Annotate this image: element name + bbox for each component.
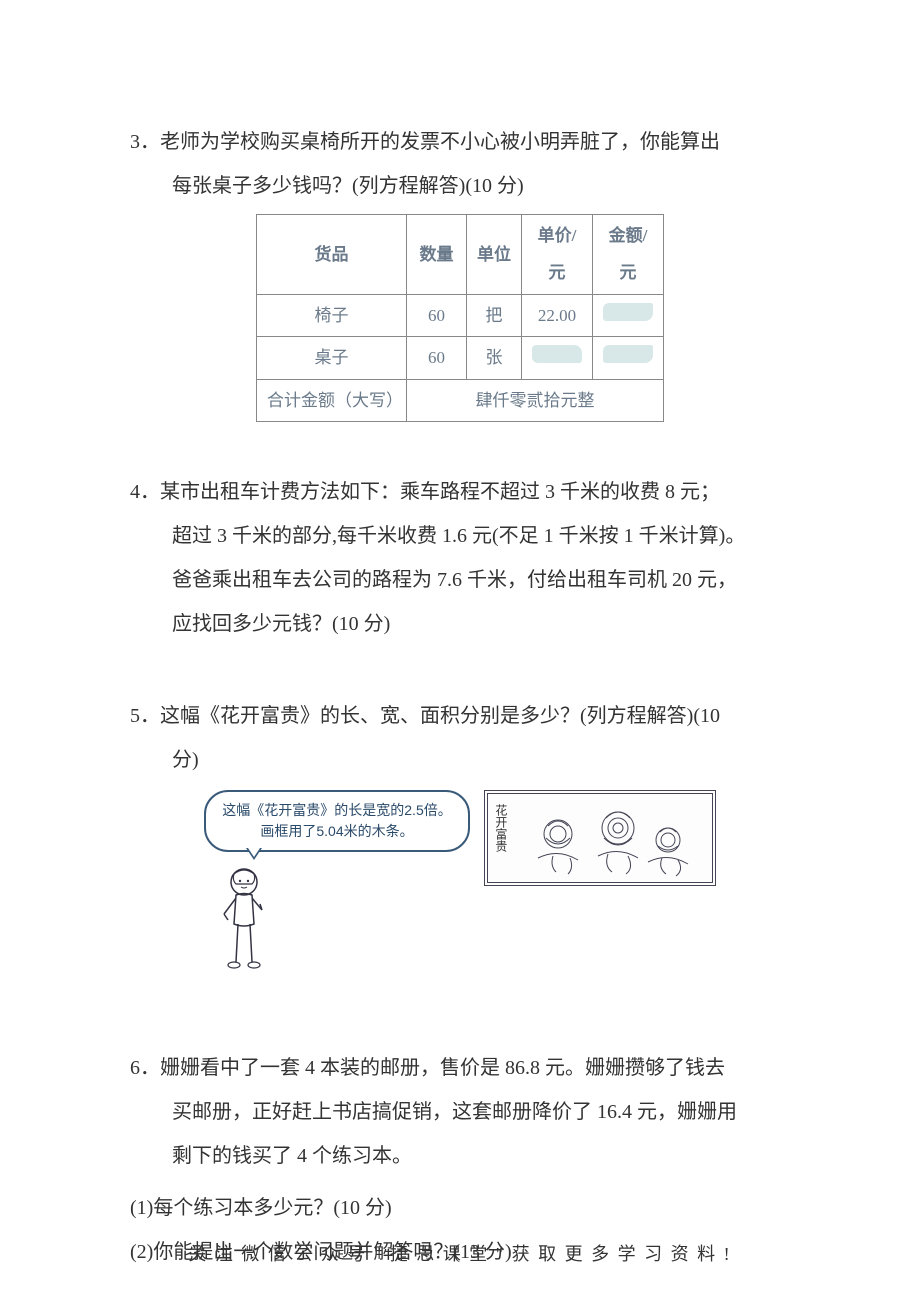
table-header-row: 货品 数量 单位 单价/元 金额/元 — [257, 215, 664, 295]
painting-frame: 花开富贵 — [484, 790, 716, 886]
problem-text: 这幅《花开富贵》的长、宽、面积分别是多少？(列方程解答)(10 — [160, 705, 720, 727]
th-unit: 单位 — [467, 215, 522, 295]
painting-title: 花开富贵 — [494, 804, 507, 852]
td-amount-smudged — [593, 294, 664, 336]
problem-text: 姗姗看中了一套 4 本装的邮册，售价是 86.8 元。姗姗攒够了钱去 — [160, 1057, 725, 1079]
problem-text-line2: 分) — [130, 738, 790, 782]
td-qty: 60 — [407, 294, 467, 336]
bubble-line2: 画框用了5.04米的木条。 — [222, 821, 451, 842]
td-goods: 椅子 — [257, 294, 407, 336]
smudge-icon — [603, 303, 653, 321]
sub-question-1: (1)每个练习本多少元？(10 分) — [130, 1186, 790, 1230]
problem-4: 4．某市出租车计费方法如下：乘车路程不超过 3 千米的收费 8 元； 超过 3 … — [130, 470, 790, 646]
smudge-icon — [603, 345, 653, 363]
person-icon — [204, 862, 284, 982]
td-price: 22.00 — [522, 294, 593, 336]
problem-3: 3．老师为学校购买桌椅所开的发票不小心被小明弄脏了，你能算出 每张桌子多少钱吗？… — [130, 120, 790, 422]
problem-text-line2: 超过 3 千米的部分,每千米收费 1.6 元(不足 1 千米按 1 千米计算)。 — [130, 514, 790, 558]
page-footer: 关 注 微 信 公 众 号 " 捷 思 课 堂 " 获 取 更 多 学 习 资 … — [0, 1240, 920, 1266]
td-goods: 桌子 — [257, 337, 407, 379]
th-goods: 货品 — [257, 215, 407, 295]
problem-text-line2: 买邮册，正好赶上书店搞促销，这套邮册降价了 16.4 元，姗姗用 — [130, 1090, 790, 1134]
problem-text: 某市出租车计费方法如下：乘车路程不超过 3 千米的收费 8 元； — [160, 481, 720, 503]
th-amount: 金额/元 — [593, 215, 664, 295]
td-unit: 把 — [467, 294, 522, 336]
illustration: 这幅《花开富贵》的长是宽的2.5倍。 画框用了5.04米的木条。 — [130, 790, 790, 998]
smudge-icon — [532, 345, 582, 363]
td-total-label: 合计金额（大写） — [257, 379, 407, 421]
td-unit: 张 — [467, 337, 522, 379]
flowers-icon — [508, 798, 708, 882]
speech-person-group: 这幅《花开富贵》的长是宽的2.5倍。 画框用了5.04米的木条。 — [204, 790, 469, 998]
td-amount-smudged — [593, 337, 664, 379]
problem-text-line3: 剩下的钱买了 4 个练习本。 — [130, 1134, 790, 1178]
table-row: 椅子 60 把 22.00 — [257, 294, 664, 336]
invoice-table: 货品 数量 单位 单价/元 金额/元 椅子 60 把 22.00 桌子 60 张 — [256, 214, 664, 422]
table-total-row: 合计金额（大写） 肆仟零贰拾元整 — [257, 379, 664, 421]
problem-number: 6． — [130, 1057, 160, 1079]
th-qty: 数量 — [407, 215, 467, 295]
speech-bubble: 这幅《花开富贵》的长是宽的2.5倍。 画框用了5.04米的木条。 — [204, 790, 469, 852]
problem-text-line3: 爸爸乘出租车去公司的路程为 7.6 千米，付给出租车司机 20 元， — [130, 558, 790, 602]
problem-number: 5． — [130, 705, 160, 727]
problem-5: 5．这幅《花开富贵》的长、宽、面积分别是多少？(列方程解答)(10 分) 这幅《… — [130, 694, 790, 998]
problem-number: 4． — [130, 481, 160, 503]
th-price: 单价/元 — [522, 215, 593, 295]
td-price-smudged — [522, 337, 593, 379]
table-row: 桌子 60 张 — [257, 337, 664, 379]
problem-number: 3． — [130, 131, 160, 153]
invoice-table-wrap: 货品 数量 单位 单价/元 金额/元 椅子 60 把 22.00 桌子 60 张 — [130, 214, 790, 422]
bubble-line1: 这幅《花开富贵》的长是宽的2.5倍。 — [222, 800, 451, 821]
problem-text-line4: 应找回多少元钱？(10 分) — [130, 602, 790, 646]
problem-6: 6．姗姗看中了一套 4 本装的邮册，售价是 86.8 元。姗姗攒够了钱去 买邮册… — [130, 1046, 790, 1178]
problem-text-line2: 每张桌子多少钱吗？(列方程解答)(10 分) — [130, 164, 790, 208]
td-total-value: 肆仟零贰拾元整 — [407, 379, 664, 421]
problem-text: 老师为学校购买桌椅所开的发票不小心被小明弄脏了，你能算出 — [160, 131, 720, 153]
td-qty: 60 — [407, 337, 467, 379]
page-content: 3．老师为学校购买桌椅所开的发票不小心被小明弄脏了，你能算出 每张桌子多少钱吗？… — [0, 0, 920, 1274]
